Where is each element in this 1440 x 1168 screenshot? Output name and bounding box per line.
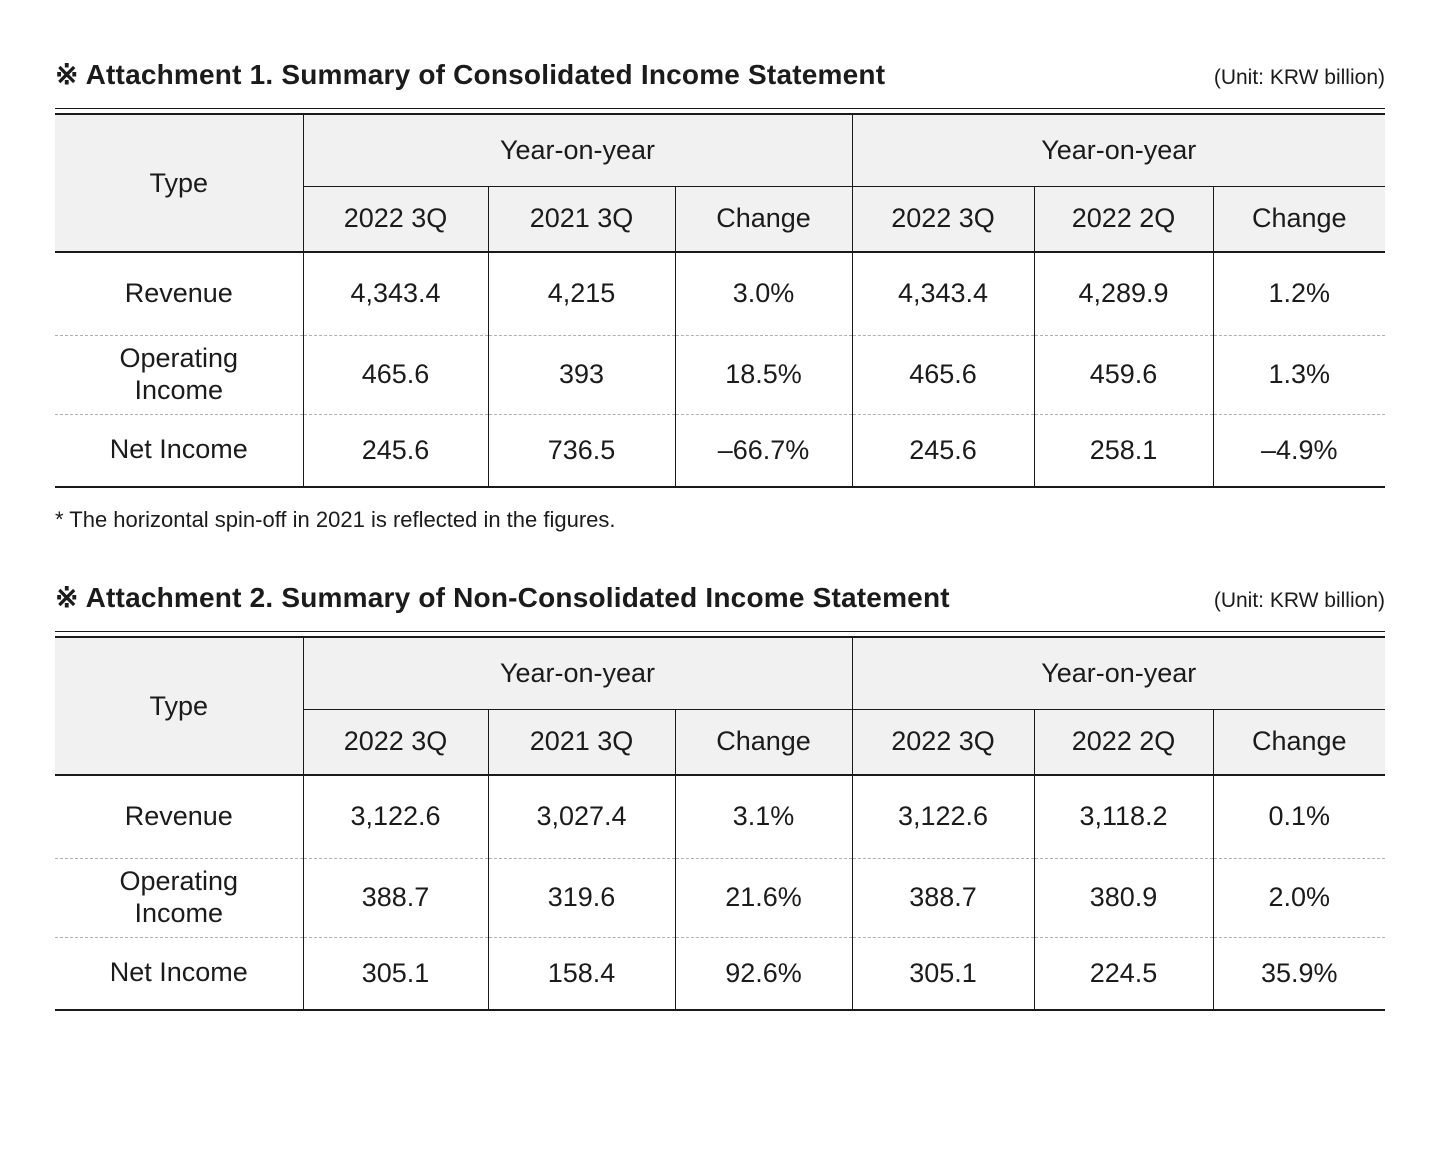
attachment-2-section: ※ Attachment 2. Summary of Non-Consolida… [55,581,1386,1011]
row-label-cell: Operating Income [55,334,303,414]
value-cell: 158.4 [487,936,675,1010]
row-label: Revenue [124,800,233,831]
row-label: Net Income [109,434,248,465]
value-cell: 245.6 [851,413,1034,487]
row-label-cell: Net Income [55,413,303,487]
row-label-cell: Revenue [55,252,303,335]
col-header-cell: 2021 3Q [487,709,675,776]
group-header-row: Type Year-on-year Year-on-year [55,114,1386,253]
value-cell: 35.9% [1212,936,1386,1010]
value-cell: 4,343.4 [851,252,1034,335]
row-label-cell: Net Income [55,936,303,1010]
value-cell: 258.1 [1033,413,1213,487]
value-cell: 736.5 [487,413,675,487]
non-consolidated-income-table-wrap: Type Year-on-year Year-on-year 2022 3Q 2… [55,631,1386,1011]
group-header-left: Year-on-year [302,114,852,187]
attachment-1-footnote: * The horizontal spin-off in 2021 is ref… [55,507,616,532]
value-cell: 3.0% [674,252,852,335]
value-cell: 380.9 [1033,857,1213,937]
col-header-cell: 2022 2Q [1033,186,1213,253]
value-cell: 245.6 [302,413,488,487]
table-row-net-income: Net Income 245.6 736.5 –66.7% 245.6 258.… [55,413,1386,487]
group-header-right: Year-on-year [851,637,1386,710]
attachment-2-title-row: ※ Attachment 2. Summary of Non-Consolida… [55,581,1385,614]
col-header-cell: 2022 3Q [302,709,488,776]
value-cell: –4.9% [1212,413,1386,487]
non-consolidated-table-body: Revenue 3,122.6 3,027.4 3.1% 3,122.6 3,1… [55,775,1386,1010]
value-cell: 3,122.6 [851,775,1034,858]
col-header-cell: 2021 3Q [487,186,675,253]
col-header-cell: 2022 3Q [851,709,1034,776]
sub-header-row: 2022 3Q 2021 3Q Change 2022 3Q 2022 2Q C… [55,709,1386,776]
table-row-revenue: Revenue 4,343.4 4,215 3.0% 4,343.4 4,289… [55,252,1386,335]
table-row-operating-income: Operating Income 465.6 393 18.5% 465.6 4… [55,334,1386,414]
value-cell: 3.1% [674,775,852,858]
page-content: ※ Attachment 1. Summary of Consolidated … [0,58,1440,1011]
row-label: Net Income [109,957,248,988]
attachment-1-unit-label: (Unit: KRW billion) [1213,66,1385,89]
row-label: Revenue [124,277,233,308]
non-consolidated-income-table: Type Year-on-year Year-on-year 2022 3Q 2… [55,636,1386,1011]
col-header-cell: 2022 3Q [302,186,488,253]
value-cell: 4,289.9 [1033,252,1213,335]
row-label: Operating Income [119,342,239,405]
value-cell: 18.5% [674,334,852,414]
attachment-2-unit-label: (Unit: KRW billion) [1213,589,1385,612]
value-cell: 1.3% [1212,334,1386,414]
value-cell: 1.2% [1212,252,1386,335]
col-header-cell: Change [674,709,852,776]
row-label-cell: Revenue [55,775,303,858]
col-header-cell: 2022 2Q [1033,709,1213,776]
value-cell: 224.5 [1033,936,1213,1010]
attachment-1-title-row: ※ Attachment 1. Summary of Consolidated … [55,58,1385,91]
value-cell: 388.7 [851,857,1034,937]
value-cell: 21.6% [674,857,852,937]
consolidated-income-table-wrap: Type Year-on-year Year-on-year 2022 3Q 2… [55,108,1386,488]
consolidated-table-header: Type Year-on-year Year-on-year 2022 3Q 2… [55,114,1386,253]
value-cell: 4,215 [487,252,675,335]
col-header-cell: 2022 3Q [851,186,1034,253]
col-header-cell: Change [674,186,852,253]
value-cell: 459.6 [1033,334,1213,414]
table-row-revenue: Revenue 3,122.6 3,027.4 3.1% 3,122.6 3,1… [55,775,1386,858]
value-cell: –66.7% [674,413,852,487]
row-label-cell: Operating Income [55,857,303,937]
value-cell: 388.7 [302,857,488,937]
value-cell: 319.6 [487,857,675,937]
value-cell: 2.0% [1212,857,1386,937]
col-header-cell: Change [1212,709,1386,776]
group-header-right: Year-on-year [851,114,1386,187]
table-row-operating-income: Operating Income 388.7 319.6 21.6% 388.7… [55,857,1386,937]
value-cell: 92.6% [674,936,852,1010]
consolidated-table-body: Revenue 4,343.4 4,215 3.0% 4,343.4 4,289… [55,252,1386,487]
value-cell: 305.1 [302,936,488,1010]
consolidated-income-table: Type Year-on-year Year-on-year 2022 3Q 2… [55,113,1386,488]
table-row-net-income: Net Income 305.1 158.4 92.6% 305.1 224.5… [55,936,1386,1010]
value-cell: 305.1 [851,936,1034,1010]
value-cell: 4,343.4 [302,252,488,335]
type-header-cell: Type [55,637,303,776]
value-cell: 3,122.6 [302,775,488,858]
attachment-1-section: ※ Attachment 1. Summary of Consolidated … [55,58,1386,533]
value-cell: 393 [487,334,675,414]
row-label: Operating Income [119,865,239,928]
group-header-left: Year-on-year [302,637,852,710]
value-cell: 465.6 [302,334,488,414]
type-header-cell: Type [55,114,303,253]
sub-header-row: 2022 3Q 2021 3Q Change 2022 3Q 2022 2Q C… [55,186,1386,253]
value-cell: 0.1% [1212,775,1386,858]
group-header-row: Type Year-on-year Year-on-year [55,637,1386,776]
col-header-cell: Change [1212,186,1386,253]
value-cell: 465.6 [851,334,1034,414]
value-cell: 3,027.4 [487,775,675,858]
attachment-1-title: ※ Attachment 1. Summary of Consolidated … [55,59,886,90]
non-consolidated-table-header: Type Year-on-year Year-on-year 2022 3Q 2… [55,637,1386,776]
value-cell: 3,118.2 [1033,775,1213,858]
attachment-2-title: ※ Attachment 2. Summary of Non-Consolida… [55,582,950,613]
